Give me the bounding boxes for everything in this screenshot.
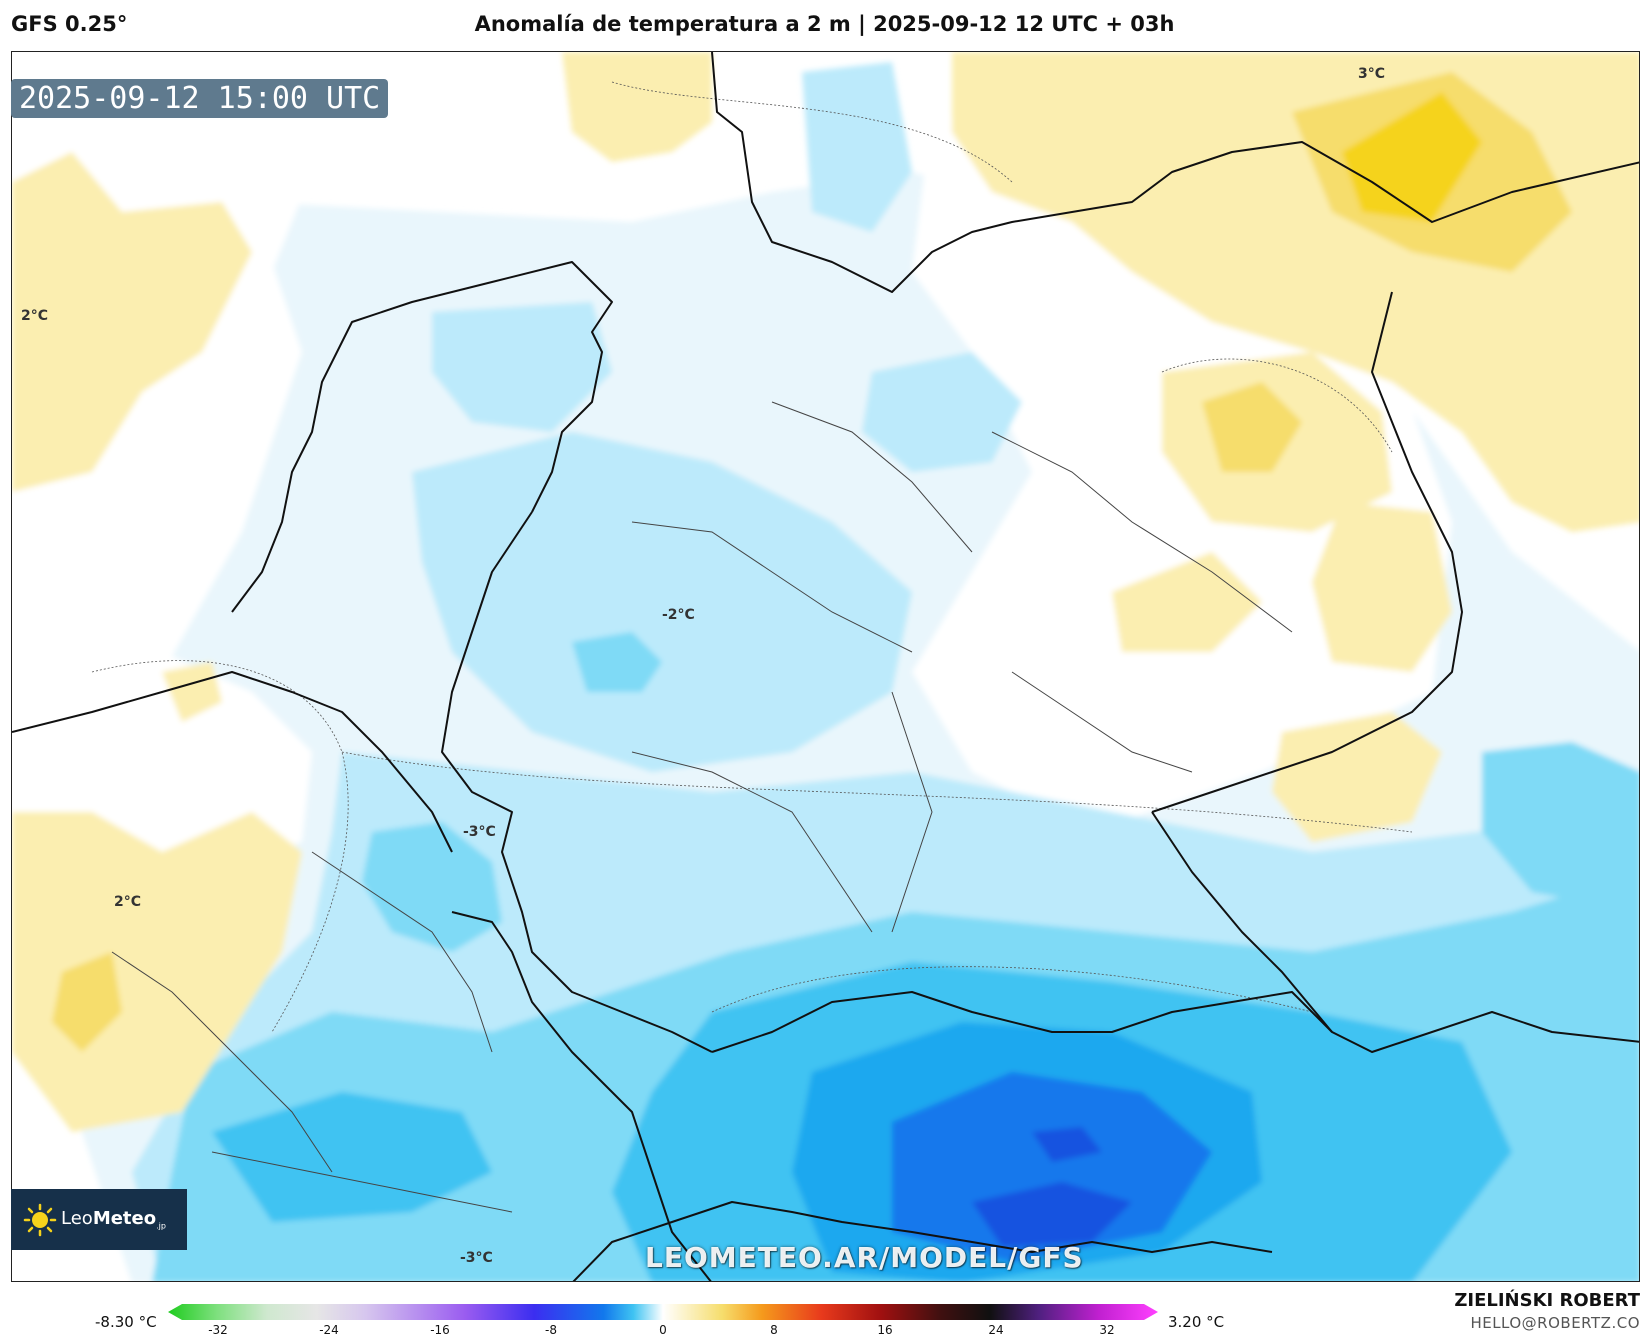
logo-text: LeoMeteo.jp <box>61 1208 166 1231</box>
cold-light-north <box>802 62 912 232</box>
cold-darkest-alps <box>972 1182 1132 1247</box>
warm-west-small <box>162 662 222 722</box>
warm-north-top <box>562 52 712 162</box>
warm-east-blob <box>1112 552 1262 652</box>
cold-mid-east <box>1482 742 1639 912</box>
warm-southwest-mid <box>52 952 122 1052</box>
border-alps-south <box>572 1201 1273 1281</box>
cold-mid-central <box>572 632 662 692</box>
cold-light-central <box>412 432 912 772</box>
contour-label-west: 2°C <box>21 308 49 324</box>
colorbar-tick: -24 <box>319 1323 339 1337</box>
region-borders <box>111 401 1293 1213</box>
warm-east-south <box>1312 502 1452 672</box>
colorbar-gradient <box>168 1304 1158 1320</box>
cold-mid-luxembourg <box>362 822 502 952</box>
contour-lines <box>91 81 1413 1033</box>
coastline-baltic <box>711 52 1639 293</box>
colorbar-tick: 0 <box>659 1323 667 1337</box>
border-france-belgium <box>12 671 453 853</box>
colorbar-min-label: -8.30 °C <box>95 1313 157 1331</box>
colorbar: -8.30 °C <box>0 1286 1649 1339</box>
warm-northeast-strong <box>1342 92 1482 222</box>
contour-label-central: -2°C <box>662 607 695 623</box>
map-panel: 3°C 2°C -2°C -3°C 2°C -3°C <box>11 51 1640 1282</box>
cold-light-netherlands <box>432 302 612 432</box>
border-austria-north <box>711 991 1639 1053</box>
chart-title: Anomalía de temperatura a 2 m | 2025-09-… <box>474 12 1175 36</box>
colorbar-tick: -16 <box>430 1323 450 1337</box>
colorbar-tick: 16 <box>877 1323 893 1337</box>
colorbar-tick: 32 <box>1099 1323 1115 1337</box>
author-credit: ZIELIŃSKI ROBERT <box>1454 1290 1640 1311</box>
contour-label-luxembourg: -3°C <box>463 824 496 840</box>
border-germany-poland <box>1151 291 1463 813</box>
warm-northwest <box>12 152 252 492</box>
contour-label-southwest: 2°C <box>114 894 142 910</box>
leometeo-logo: LeoMeteo.jp <box>11 1189 187 1250</box>
border-czech <box>1151 811 1333 1033</box>
warm-southeast <box>1272 712 1442 842</box>
cold-darker-alps <box>892 1072 1212 1262</box>
border-germany-west <box>441 511 713 1053</box>
valid-time-badge: 2025-09-12 15:00 UTC <box>11 79 389 118</box>
cold-strong-southwest <box>212 1092 492 1222</box>
warm-southwest <box>12 812 302 1132</box>
sun-icon <box>23 1203 57 1236</box>
cold-light-middle <box>862 352 1022 472</box>
watermark-url: LEOMETEO.AR/MODEL/GFS <box>645 1241 1084 1274</box>
country-borders <box>12 52 1639 1281</box>
colorbar-tick: -32 <box>208 1323 228 1337</box>
model-label: GFS 0.25° <box>11 12 128 36</box>
border-france-germany <box>451 911 712 1281</box>
colorbar-max-label: 3.20 °C <box>1168 1313 1225 1331</box>
anomaly-map <box>12 52 1639 1281</box>
contour-label-south: -3°C <box>460 1250 493 1266</box>
contour-label-northeast: 3°C <box>1358 66 1386 82</box>
coastline-north-sea <box>231 261 613 613</box>
colorbar-tick: 8 <box>770 1323 778 1337</box>
warm-east-center-strong <box>1202 382 1302 472</box>
colorbar-tick: -8 <box>545 1323 557 1337</box>
anomaly-fields <box>12 52 1639 1281</box>
author-email[interactable]: HELLO@ROBERTZ.CO <box>1470 1314 1640 1332</box>
colorbar-tick: 24 <box>988 1323 1004 1337</box>
cold-darkest-spot <box>1032 1127 1102 1162</box>
